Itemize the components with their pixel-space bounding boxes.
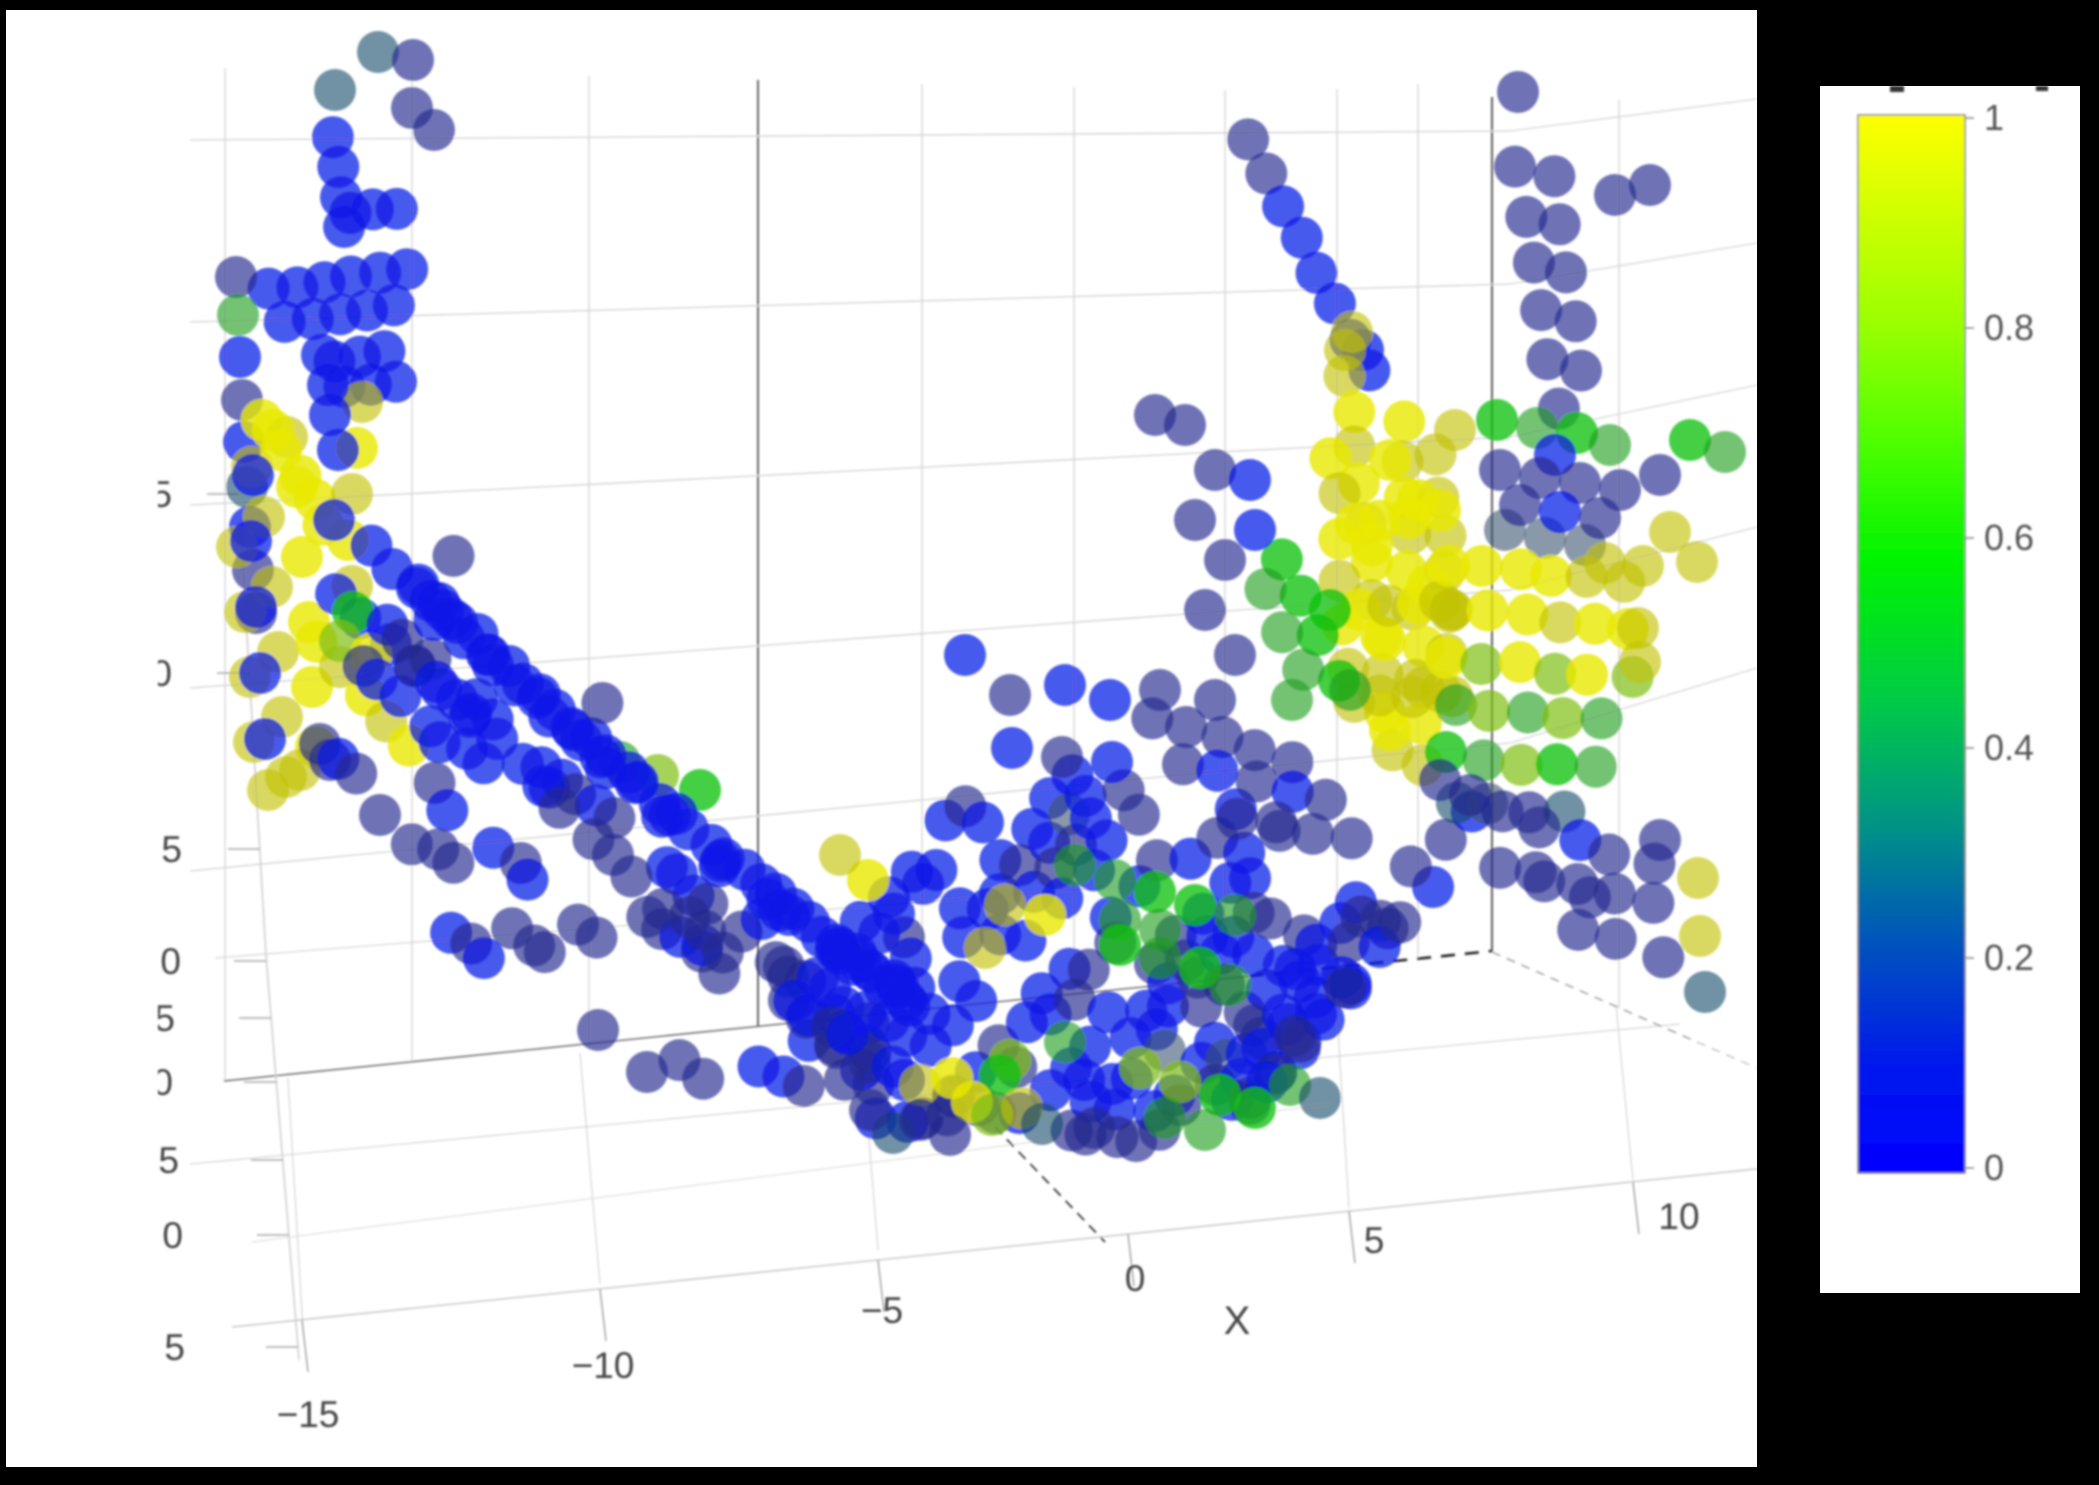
- svg-text:5: 5: [164, 1327, 185, 1368]
- svg-text:−5: −5: [861, 1290, 903, 1331]
- svg-text:10: 10: [1658, 1196, 1699, 1237]
- svg-text:5: 5: [154, 998, 175, 1039]
- svg-text:5: 5: [161, 829, 182, 870]
- svg-text:0.8: 0.8: [1984, 307, 2034, 348]
- svg-text:0: 0: [1125, 1258, 1146, 1299]
- svg-text:10: 10: [131, 653, 172, 694]
- svg-text:X: X: [1224, 1299, 1251, 1343]
- svg-text:0: 0: [160, 941, 181, 982]
- svg-text:0.2: 0.2: [1984, 937, 2034, 978]
- svg-text:0.6: 0.6: [1984, 517, 2034, 558]
- svg-text:0: 0: [162, 1215, 183, 1256]
- svg-text:−15: −15: [277, 1394, 340, 1435]
- svg-text:5: 5: [158, 1140, 179, 1181]
- svg-text:0: 0: [152, 1062, 173, 1103]
- svg-text:0.4: 0.4: [1984, 727, 2034, 768]
- svg-text:15: 15: [131, 474, 172, 515]
- svg-text:1: 1: [1984, 97, 2004, 138]
- svg-text:0: 0: [1984, 1147, 2004, 1188]
- svg-text:5: 5: [1364, 1220, 1385, 1261]
- svg-text:−10: −10: [572, 1345, 635, 1386]
